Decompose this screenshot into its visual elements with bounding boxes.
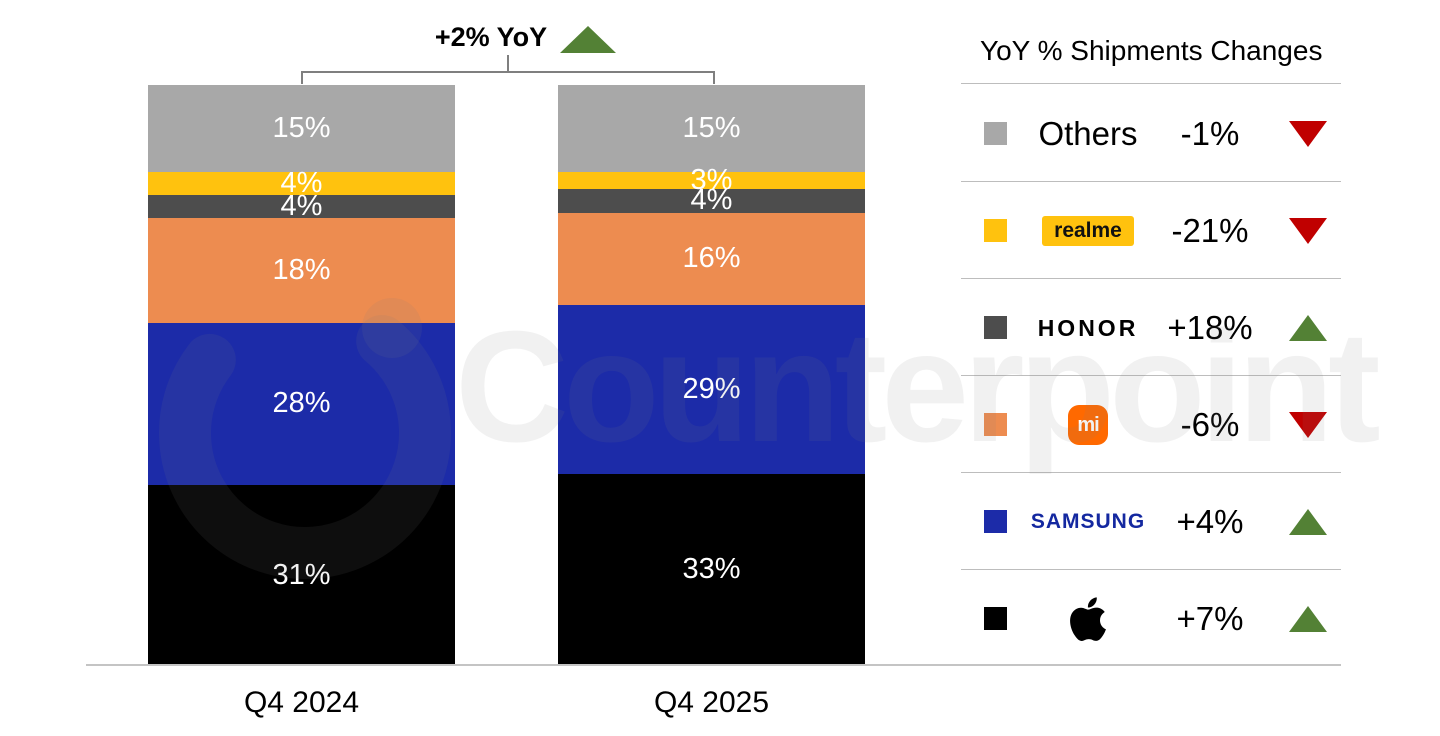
segment-value: 15% (682, 112, 741, 144)
legend-row-realme: realme -21% (960, 184, 1345, 278)
total-yoy-label: +2% YoY (434, 22, 548, 52)
apple-swatch-icon (984, 607, 1007, 630)
legend-row-honor: HONOR +18% (960, 281, 1345, 375)
legend-row-samsung: SAMSUNG +4% (960, 475, 1345, 569)
segment-value: 33% (682, 552, 741, 585)
segment-value: 16% (682, 242, 741, 275)
segment-value: 29% (682, 372, 741, 405)
apple-logo-icon (1070, 597, 1106, 641)
legend-divider (961, 181, 1341, 182)
segment-xiaomi: 18% (148, 218, 455, 323)
legend-title: YoY % Shipments Changes (980, 35, 1323, 66)
realme-swatch-icon (984, 219, 1007, 242)
legend-row-xiaomi: mi -6% (960, 378, 1345, 472)
segment-xiaomi: 16% (558, 212, 865, 306)
segment-others: 15% (558, 85, 865, 172)
segment-apple: 33% (558, 473, 865, 665)
segment-value: 4% (280, 190, 323, 223)
segment-samsung: 28% (148, 322, 455, 486)
segment-apple: 31% (148, 485, 455, 665)
up-triangle-icon (560, 26, 616, 53)
down-triangle-icon (1289, 218, 1327, 244)
change-value: -21% (1171, 212, 1249, 249)
legend-row-apple: +7% (960, 572, 1345, 666)
bracket-line (301, 71, 715, 73)
bar-q4-2025: 15% 3% 4% 16% 29% 33% (558, 85, 865, 665)
samsung-logo: SAMSUNG (1030, 510, 1146, 533)
segment-realme: 3% (558, 166, 865, 195)
x-axis-label-q4-2025: Q4 2025 (653, 686, 770, 719)
down-triangle-icon (1289, 412, 1327, 438)
bracket-tick-right (713, 71, 715, 84)
xiaomi-swatch-icon (984, 413, 1007, 436)
legend-divider (961, 569, 1341, 570)
legend-divider (961, 375, 1341, 376)
mi-logo-text: mi (1077, 413, 1099, 436)
others-swatch-icon (984, 122, 1007, 145)
bar-q4-2024: 15% 4% 4% 18% 28% 31% (148, 85, 455, 665)
up-triangle-icon (1289, 509, 1327, 535)
segment-value: 28% (272, 387, 331, 420)
up-triangle-icon (1289, 315, 1327, 341)
segment-value: 4% (690, 184, 733, 217)
change-value: -6% (1180, 406, 1240, 443)
down-triangle-icon (1289, 121, 1327, 147)
legend-row-others: Others -1% (960, 87, 1345, 181)
segment-value: 31% (272, 558, 331, 591)
change-value: -1% (1180, 115, 1240, 152)
segment-honor: 4% (558, 184, 865, 217)
x-axis-line (86, 664, 1341, 666)
segment-samsung: 29% (558, 305, 865, 474)
honor-logo: HONOR (1037, 314, 1139, 341)
up-triangle-icon (1289, 606, 1327, 632)
change-value: +7% (1176, 600, 1244, 637)
realme-logo: realme (1042, 216, 1134, 246)
x-axis-label-q4-2024: Q4 2024 (243, 686, 360, 719)
segment-value: 4% (280, 167, 323, 200)
legend-panel: YoY % Shipments Changes Others -1% realm… (960, 0, 1345, 736)
legend-divider (961, 472, 1341, 473)
segment-value: 3% (690, 164, 733, 197)
change-value: +18% (1167, 309, 1253, 346)
segment-value: 18% (272, 254, 331, 287)
xiaomi-mi-logo-icon: mi (1068, 405, 1108, 445)
samsung-swatch-icon (984, 510, 1007, 533)
honor-swatch-icon (984, 316, 1007, 339)
legend-divider (961, 278, 1341, 279)
bracket-tick-left (301, 71, 303, 84)
segment-honor: 4% (148, 190, 455, 223)
bracket-stem (507, 55, 509, 72)
change-value: +4% (1176, 503, 1244, 540)
segment-value: 15% (272, 112, 331, 144)
brand-label-others: Others (1038, 115, 1138, 152)
segment-others: 15% (148, 85, 455, 172)
segment-realme: 4% (148, 167, 455, 200)
legend-divider (961, 83, 1341, 84)
